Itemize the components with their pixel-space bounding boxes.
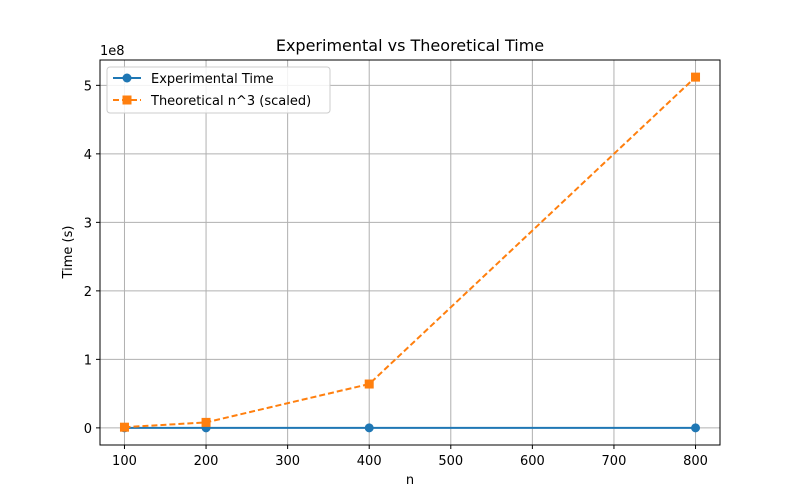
y-tick-label: 5 [84,79,92,94]
x-tick-label: 400 [357,454,382,469]
x-tick-label: 200 [194,454,219,469]
x-tick-label: 300 [275,454,300,469]
y-offset-label: 1e8 [100,44,125,59]
y-tick-label: 4 [84,148,92,163]
x-axis-label: n [406,473,414,488]
x-tick-label: 700 [602,454,627,469]
x-tick-label: 600 [520,454,545,469]
y-tick-label: 2 [84,285,92,300]
legend-box [106,66,331,114]
x-tick-label: 100 [112,454,137,469]
chart-title: Experimental vs Theoretical Time [276,36,544,55]
series-2-point [364,379,374,389]
series-2-point [201,417,211,427]
series-2-point [691,72,701,82]
x-axis: 100 200 300 400 500 600 700 800 [112,445,708,469]
plot-frame [99,59,721,446]
y-axis: 0 1 2 3 4 5 [84,79,100,437]
x-tick-label: 800 [683,454,708,469]
y-tick-label: 0 [84,422,92,437]
legend: Experimental Time Theoretical n^3 (scaled… [106,66,331,114]
legend-marker-2 [122,95,132,105]
grid [100,60,720,445]
legend-label-2: Theoretical n^3 (scaled) [150,94,311,109]
legend-marker-1 [122,73,132,83]
series-1-point [364,423,374,433]
x-tick-label: 500 [438,454,463,469]
series-layer [119,72,701,433]
y-tick-label: 3 [84,216,92,231]
legend-label-1: Experimental Time [151,72,274,87]
series-2-point [119,422,129,432]
series-1-point [691,423,701,433]
y-axis-label: Time (s) [61,226,76,280]
series-line-2 [124,76,697,429]
y-tick-label: 1 [84,353,92,368]
